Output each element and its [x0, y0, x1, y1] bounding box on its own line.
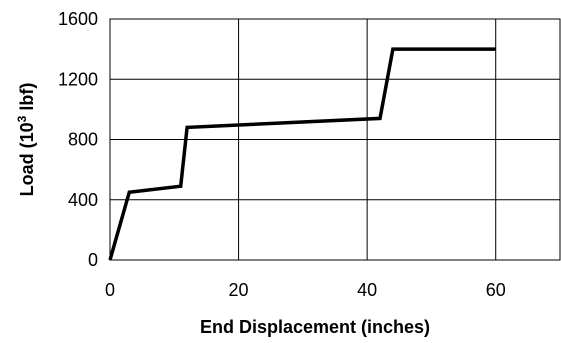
plot-area-border — [109, 18, 561, 261]
x-axis-title: End Displacement (inches) — [200, 317, 430, 337]
y-axis-title-superscript: 3 — [15, 115, 29, 122]
y-axis-title-suffix: lbf) — [17, 83, 37, 116]
series-line — [108, 47, 496, 261]
y-axis-title: Load (103 lbf) — [15, 83, 37, 197]
y-tick-label: 1600 — [58, 9, 98, 29]
y-tick-label: 400 — [68, 190, 98, 210]
y-axis-title-prefix: Load (10 — [17, 122, 37, 196]
x-tick-label: 0 — [105, 280, 115, 300]
y-tick-label: 800 — [68, 130, 98, 150]
series-layer — [108, 47, 496, 261]
x-axis-tick-labels: 0 20 40 60 — [105, 280, 506, 300]
x-tick-label: 40 — [357, 280, 377, 300]
x-tick-label: 60 — [486, 280, 506, 300]
grid-lines — [109, 18, 560, 261]
x-tick-label: 20 — [229, 280, 249, 300]
y-tick-label: 0 — [88, 250, 98, 270]
y-axis-tick-labels: 0 400 800 1200 1600 — [58, 9, 98, 270]
y-tick-label: 1200 — [58, 69, 98, 89]
